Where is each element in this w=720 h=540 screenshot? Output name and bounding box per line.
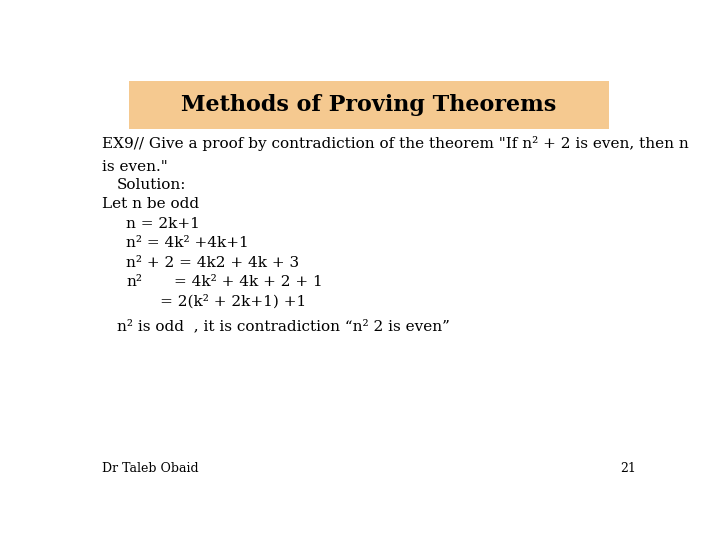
Text: Dr Taleb Obaid: Dr Taleb Obaid bbox=[102, 462, 199, 475]
Text: n²: n² bbox=[126, 275, 143, 289]
Text: EX9// Give a proof by contradiction of the theorem "If n² + 2 is even, then n: EX9// Give a proof by contradiction of t… bbox=[102, 136, 689, 151]
Text: is even.": is even." bbox=[102, 160, 168, 174]
Text: Let n be odd: Let n be odd bbox=[102, 197, 199, 211]
Text: Solution:: Solution: bbox=[117, 178, 186, 192]
Text: n² is odd  , it is contradiction “n² 2 is even”: n² is odd , it is contradiction “n² 2 is… bbox=[117, 320, 450, 334]
Text: n² = 4k² +4k+1: n² = 4k² +4k+1 bbox=[126, 236, 249, 250]
FancyBboxPatch shape bbox=[129, 82, 609, 129]
Text: 21: 21 bbox=[620, 462, 636, 475]
Text: Methods of Proving Theorems: Methods of Proving Theorems bbox=[181, 94, 557, 116]
Text: n² + 2 = 4k2 + 4k + 3: n² + 2 = 4k2 + 4k + 3 bbox=[126, 256, 300, 269]
Text: = 4k² + 4k + 2 + 1: = 4k² + 4k + 2 + 1 bbox=[174, 275, 323, 289]
Text: n = 2k+1: n = 2k+1 bbox=[126, 217, 200, 231]
Text: = 2(k² + 2k+1) +1: = 2(k² + 2k+1) +1 bbox=[126, 295, 307, 309]
